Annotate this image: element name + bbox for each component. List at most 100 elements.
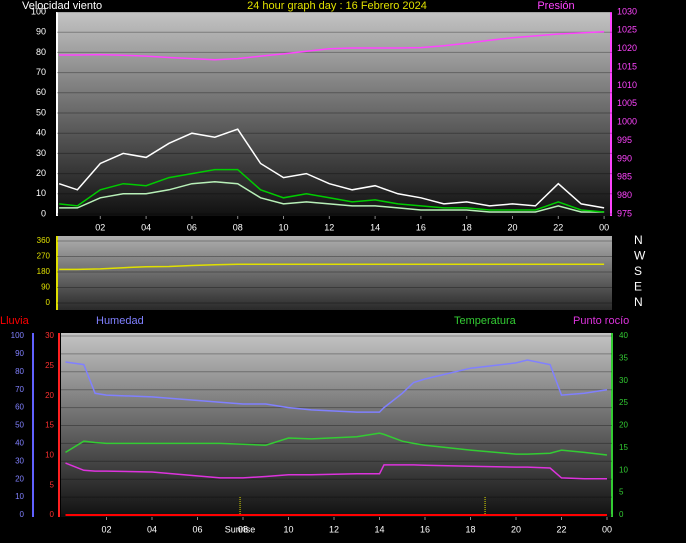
x-tick-label: 06 [187, 222, 197, 232]
y-tick-label: 60 [15, 403, 24, 412]
series-line [65, 359, 608, 413]
y2-tick-label: 1005 [617, 98, 637, 108]
y-tick-label: 80 [36, 47, 46, 57]
y2-tick-label: S [634, 264, 642, 278]
x-tick-label: 22 [553, 222, 563, 232]
y2-tick-label: 0 [619, 510, 624, 519]
series-line [65, 462, 607, 480]
y2-tick-label: 1030 [617, 6, 637, 16]
y2-tick-label: 25 [619, 398, 628, 407]
y2-tick-label: 995 [617, 135, 632, 145]
y2-tick-label: 20 [619, 421, 628, 430]
y2-tick-label: 1020 [617, 43, 637, 53]
x-tick-label: 02 [95, 222, 105, 232]
series-name: Humedad [96, 315, 144, 327]
x-tick-label: 06 [192, 524, 202, 534]
x-tick-label: 20 [511, 524, 521, 534]
x-tick-label: 22 [556, 524, 566, 534]
y2-tick-label: 1025 [617, 25, 637, 35]
y-tick-label: 0 [20, 510, 25, 519]
y3-tick-label: 5 [50, 480, 55, 489]
y-tick-label: 10 [15, 492, 24, 501]
y3-tick-label: 0 [50, 510, 55, 519]
x-tick-label: 14 [370, 222, 380, 232]
y2-tick-label: 40 [619, 331, 628, 340]
x-tick-label: 00 [599, 222, 609, 232]
y-tick-label: 90 [36, 27, 46, 37]
y-tick-label: 50 [15, 421, 24, 430]
series-line [59, 168, 605, 213]
sunrise-label: Sunrise [225, 524, 256, 534]
y-tick-label: 30 [36, 148, 46, 158]
x-tick-label: 16 [416, 222, 426, 232]
y2-tick-label: E [634, 280, 642, 294]
y2-tick-label: 985 [617, 172, 632, 182]
pressure-label: Presión [537, 0, 574, 12]
y2-tick-label: 990 [617, 153, 632, 163]
y-tick-label: 0 [41, 208, 46, 218]
plot-area [57, 12, 612, 216]
x-tick-label: 18 [465, 524, 475, 534]
y-tick-label: 100 [11, 331, 25, 340]
x-tick-label: 20 [507, 222, 517, 232]
y3-tick-label: 20 [45, 391, 54, 400]
series-line [59, 31, 605, 61]
y2-tick-label: 10 [619, 465, 628, 474]
x-tick-label: 12 [329, 524, 339, 534]
y2-tick-label: W [634, 249, 646, 263]
x-tick-label: 18 [462, 222, 472, 232]
x-tick-label: 04 [147, 524, 157, 534]
x-tick-label: 10 [278, 222, 288, 232]
y-tick-label: 30 [15, 456, 24, 465]
y2-tick-label: 1000 [617, 117, 637, 127]
x-tick-label: 14 [374, 524, 384, 534]
y2-tick-label: 30 [619, 376, 628, 385]
x-tick-label: 02 [101, 524, 111, 534]
x-tick-label: 12 [324, 222, 334, 232]
series-line [65, 432, 608, 456]
y-tick-label: 60 [36, 87, 46, 97]
y-tick-label: 70 [15, 385, 24, 394]
x-tick-label: 04 [141, 222, 151, 232]
series-name: Lluvia [0, 315, 30, 327]
x-tick-label: 08 [238, 524, 248, 534]
y-tick-label: 90 [41, 283, 50, 292]
wind-label: Velocidad viento [22, 0, 102, 12]
series-line [58, 128, 605, 209]
x-tick-label: 16 [420, 524, 430, 534]
y2-tick-label: 35 [619, 353, 628, 362]
y3-tick-label: 10 [45, 450, 54, 459]
chart-title: 24 hour graph day : 16 Febrero 2024 [247, 0, 427, 12]
y-tick-label: 40 [36, 128, 46, 138]
y2-tick-label: 975 [617, 208, 632, 218]
y-tick-label: 90 [15, 349, 24, 358]
y2-tick-label: 1015 [617, 61, 637, 71]
x-tick-label: 10 [283, 524, 293, 534]
y2-tick-label: 15 [619, 443, 628, 452]
y-tick-label: 40 [15, 439, 24, 448]
y-tick-label: 0 [46, 298, 51, 307]
x-tick-label: 00 [602, 524, 612, 534]
y3-tick-label: 15 [45, 421, 54, 430]
y3-tick-label: 30 [45, 331, 54, 340]
y2-tick-label: N [634, 295, 643, 309]
y-tick-label: 20 [15, 474, 24, 483]
plot-area [61, 333, 612, 517]
series-name: Temperatura [454, 315, 517, 327]
y2-tick-label: 5 [619, 488, 624, 497]
y-tick-label: 70 [36, 67, 46, 77]
y-tick-label: 80 [15, 367, 24, 376]
y3-tick-label: 25 [45, 361, 54, 370]
series-line [59, 180, 605, 213]
y-tick-label: 180 [37, 267, 51, 276]
y2-tick-label: 980 [617, 190, 632, 200]
y-tick-label: 50 [36, 107, 46, 117]
series-line [59, 263, 605, 271]
y-tick-label: 20 [36, 168, 46, 178]
x-tick-label: 08 [233, 222, 243, 232]
plot-area [57, 236, 612, 310]
series-name: Punto rocío [573, 315, 629, 327]
y-tick-label: 10 [36, 188, 46, 198]
y-tick-label: 360 [37, 236, 51, 245]
